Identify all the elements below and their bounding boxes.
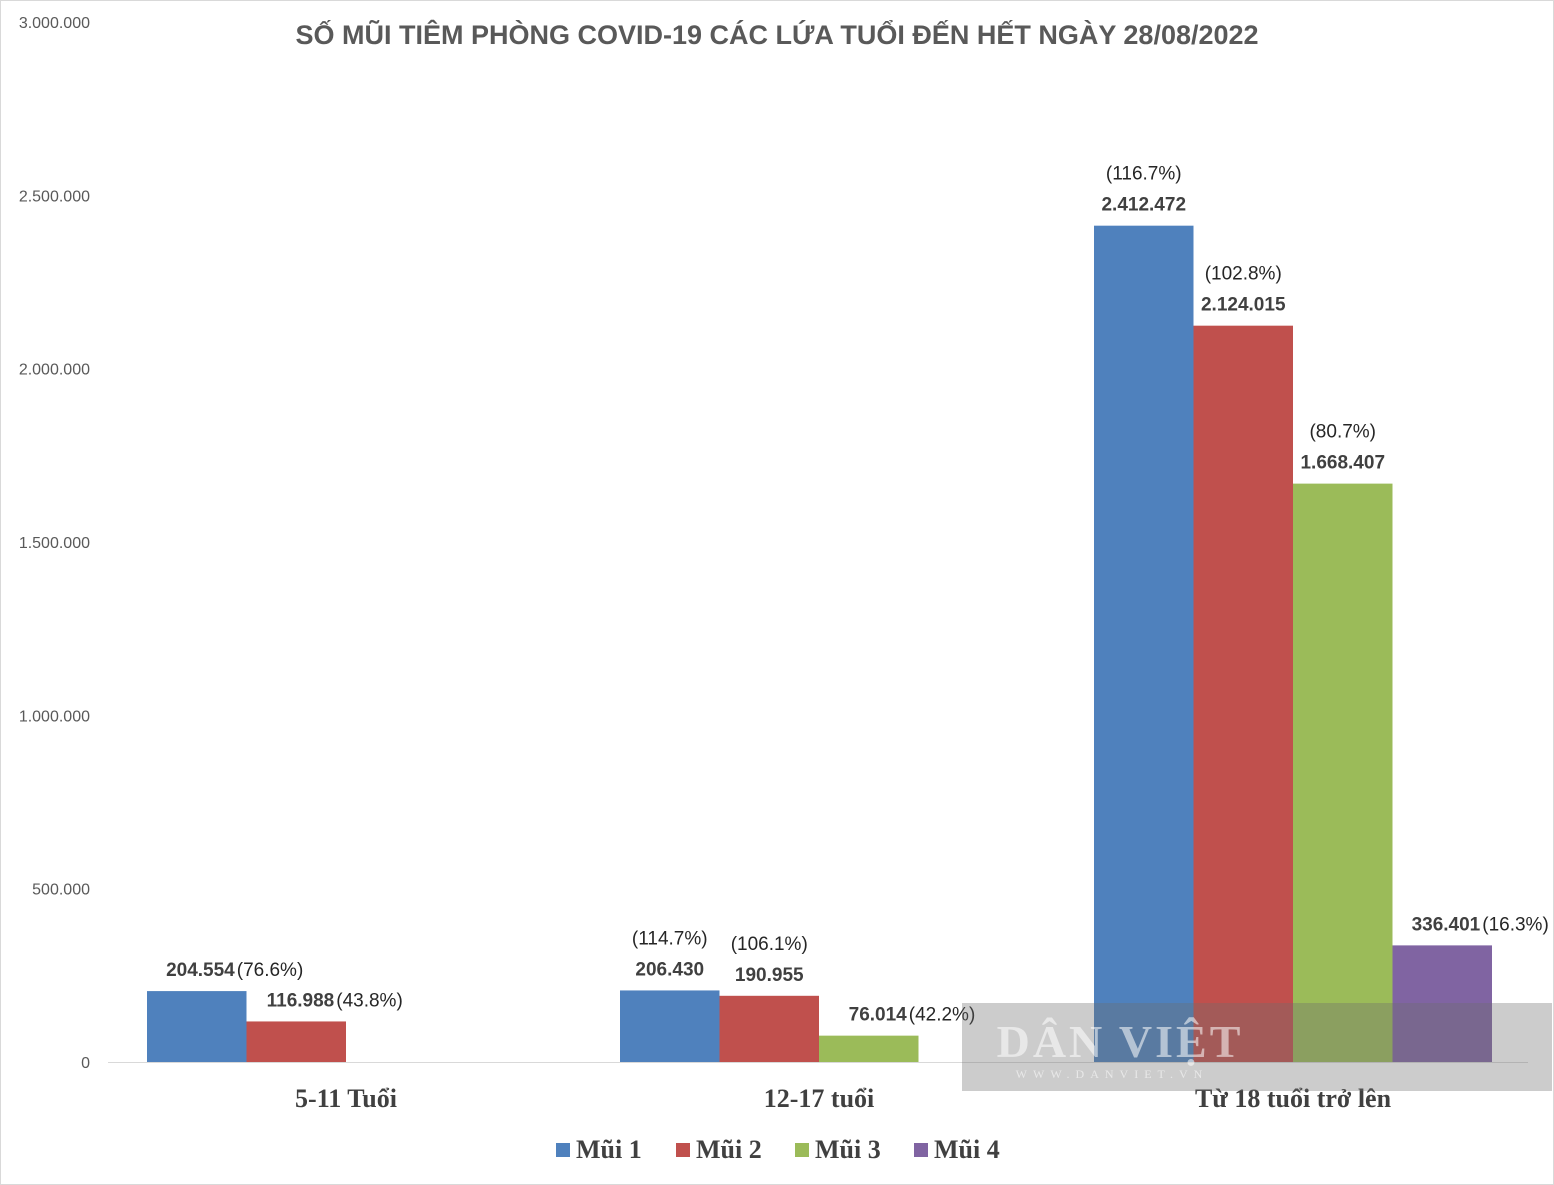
- percent-label: (106.1%): [731, 934, 808, 955]
- bar-mũi-1: [147, 991, 247, 1062]
- value-label: 116.988: [267, 990, 335, 1011]
- y-tick-label: 2.000.000: [19, 362, 90, 379]
- y-tick-label: 3.000.000: [19, 15, 90, 32]
- bar-mũi-2: [1193, 325, 1293, 1062]
- percent-label: (43.8%): [336, 990, 403, 1011]
- value-label: 206.430: [635, 959, 704, 980]
- value-label: 76.014: [849, 1005, 908, 1026]
- percent-label: (42.2%): [909, 1005, 976, 1026]
- y-tick-label: 1.500.000: [19, 535, 90, 552]
- percent-label: (16.3%): [1482, 914, 1549, 935]
- value-label: 2.412.472: [1101, 195, 1186, 216]
- legend-swatch-mũi-4: [914, 1143, 928, 1157]
- bar-mũi-1: [1094, 225, 1194, 1062]
- category-label: 12-17 tuổi: [764, 1084, 875, 1113]
- percent-label: (102.8%): [1205, 264, 1282, 285]
- y-tick-label: 2.500.000: [19, 188, 90, 205]
- bar-mũi-3: [819, 1035, 919, 1062]
- legend-label-mũi-3: Mũi 3: [815, 1135, 881, 1164]
- percent-label: (80.7%): [1309, 422, 1376, 443]
- value-label: 204.554: [166, 960, 235, 981]
- category-label: 5-11 Tuổi: [295, 1084, 397, 1113]
- y-tick-label: 500.000: [32, 882, 90, 899]
- bar-mũi-2: [246, 1021, 346, 1062]
- percent-label: (76.6%): [237, 960, 304, 981]
- watermark-band: [962, 1003, 1552, 1091]
- category-label: Từ 18 tuổi trở lên: [1195, 1084, 1392, 1113]
- legend-label-mũi-4: Mũi 4: [934, 1135, 1000, 1164]
- bar-mũi-2: [719, 995, 819, 1062]
- bar-mũi-3: [1293, 483, 1393, 1062]
- y-tick-label: 1.000.000: [19, 708, 90, 725]
- value-label: 336.401: [1412, 914, 1481, 935]
- legend-swatch-mũi-1: [556, 1143, 570, 1157]
- legend-label-mũi-2: Mũi 2: [696, 1135, 762, 1164]
- watermark-brand: DÂN VIỆT: [997, 1016, 1244, 1067]
- bar-mũi-4: [1392, 945, 1492, 1062]
- chart-title: SỐ MŨI TIÊM PHÒNG COVID-19 CÁC LỨA TUỔI …: [295, 20, 1259, 50]
- value-label: 190.955: [735, 965, 804, 986]
- legend-label-mũi-1: Mũi 1: [576, 1135, 642, 1164]
- legend-swatch-mũi-3: [795, 1143, 809, 1157]
- legend-swatch-mũi-2: [676, 1143, 690, 1157]
- watermark-site: WWW.DANVIET.VN: [1016, 1067, 1209, 1081]
- percent-label: (116.7%): [1106, 164, 1182, 185]
- value-label: 1.668.407: [1300, 453, 1385, 474]
- value-label: 2.124.015: [1201, 295, 1286, 316]
- bar-mũi-1: [620, 990, 720, 1062]
- y-tick-label: 0: [81, 1055, 90, 1072]
- percent-label: (114.7%): [632, 928, 708, 949]
